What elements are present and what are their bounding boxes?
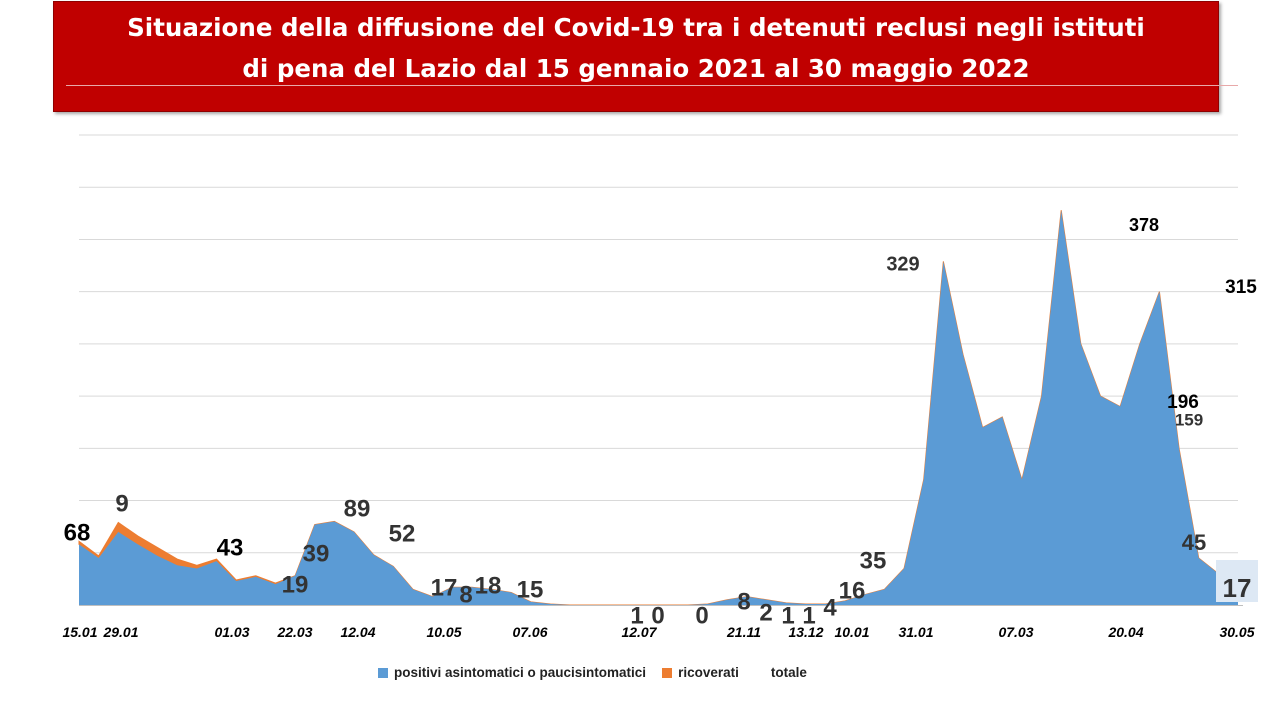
- chart-title-line-2: di pena del Lazio dal 15 gennaio 2021 al…: [242, 54, 1030, 83]
- data-label: 315: [1225, 277, 1257, 298]
- title-underline: [66, 85, 1238, 86]
- x-tick-label: 29.01: [102, 624, 138, 640]
- data-label: 0: [695, 602, 708, 629]
- legend-swatch-asintomatici: [378, 667, 388, 678]
- data-label: 17: [1223, 573, 1252, 603]
- legend-swatch-totale: [755, 668, 765, 678]
- data-label: 9: [115, 490, 128, 517]
- data-label: 19: [282, 571, 309, 598]
- x-tick-label: 13.12: [788, 624, 823, 640]
- legend-label-totale: totale: [770, 665, 807, 680]
- data-label: 159: [1175, 410, 1203, 429]
- data-label: 43: [217, 534, 244, 561]
- data-label: 1: [802, 602, 815, 629]
- x-tick-label: 21.11: [726, 624, 761, 640]
- x-tick-label: 15.01: [62, 624, 97, 640]
- data-label: 4: [823, 594, 837, 621]
- data-label: 17: [431, 574, 458, 601]
- title-banner: Situazione della diffusione del Covid-19…: [53, 1, 1238, 112]
- data-label: 16: [839, 577, 866, 604]
- x-tick-label: 31.01: [898, 624, 933, 640]
- data-label: 196: [1167, 392, 1199, 413]
- data-label: 329: [886, 253, 919, 275]
- chart-title-line-1: Situazione della diffusione del Covid-19…: [127, 13, 1145, 42]
- data-label: 89: [344, 495, 371, 522]
- data-label: 8: [737, 588, 750, 615]
- x-tick-label: 07.03: [998, 624, 1033, 640]
- data-label: 1: [781, 602, 794, 629]
- legend-label-ricoverati: ricoverati: [678, 665, 739, 680]
- x-tick-label: 30.05: [1219, 624, 1254, 640]
- data-label: 15: [517, 576, 544, 603]
- data-label: 39: [303, 540, 330, 567]
- data-label: 52: [389, 520, 416, 547]
- data-label: 68: [64, 519, 91, 546]
- legend-item-totale: totale: [755, 665, 807, 680]
- last-value-highlight: [1216, 560, 1258, 602]
- data-label: 18: [475, 572, 502, 599]
- x-tick-label: 22.03: [276, 624, 312, 640]
- legend-swatch-ricoverati: [662, 667, 673, 678]
- data-label: 8: [459, 581, 472, 608]
- x-tick-label: 20.04: [1107, 624, 1143, 640]
- legend-label-asintomatici: positivi asintomatici o paucisintomatici: [394, 665, 647, 680]
- data-label: 2: [759, 599, 772, 626]
- x-tick-label: 10.05: [426, 624, 461, 640]
- data-label: 378: [1129, 215, 1159, 235]
- legend-item-ricoverati: ricoverati: [662, 665, 739, 680]
- series-area-asintomatici: [79, 210, 1238, 605]
- data-label: 35: [860, 547, 887, 574]
- x-tick-label: 07.06: [512, 624, 547, 640]
- chart-legend: positivi asintomatici o paucisintomatici…: [378, 665, 823, 680]
- data-label: 0: [651, 602, 664, 629]
- legend-item-asintomatici: positivi asintomatici o paucisintomatici: [378, 665, 646, 680]
- x-tick-label: 01.03: [214, 624, 249, 640]
- x-tick-label: 12.07: [621, 624, 657, 640]
- data-label: 1: [630, 602, 643, 629]
- x-tick-label: 12.04: [340, 624, 375, 640]
- x-tick-label: 10.01: [834, 624, 869, 640]
- data-label: 45: [1182, 530, 1206, 555]
